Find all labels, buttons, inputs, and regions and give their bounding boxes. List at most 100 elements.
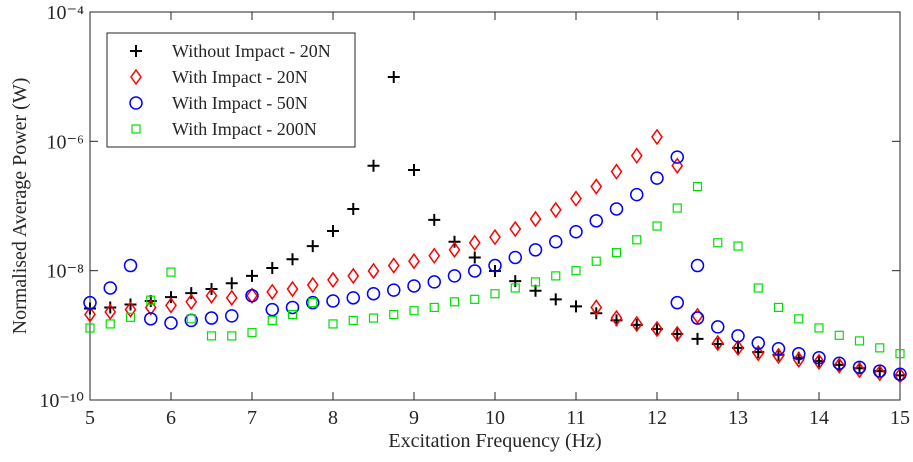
marker-diamond [570, 190, 582, 207]
marker-square [429, 302, 439, 313]
marker-circle [569, 224, 583, 239]
marker-plus [549, 293, 562, 306]
marker-circle [873, 364, 887, 378]
marker-circle [83, 295, 97, 310]
marker-diamond [590, 299, 603, 316]
marker-circle [427, 275, 441, 289]
marker-circle [366, 286, 381, 301]
marker-square [632, 235, 642, 245]
marker-diamond [104, 303, 117, 321]
x-tick-label: 7 [247, 407, 257, 429]
marker-diamond [144, 299, 157, 316]
marker-plus [286, 253, 299, 266]
y-tick-label: 10⁻¹⁰ [39, 390, 84, 412]
marker-diamond [711, 334, 724, 352]
marker-diamond [651, 320, 663, 338]
marker-square [490, 289, 500, 299]
marker-circle [326, 294, 340, 308]
marker-square [186, 314, 196, 324]
marker-square [571, 266, 581, 276]
marker-circle [508, 250, 522, 265]
marker-diamond [327, 271, 339, 289]
marker-diamond [529, 210, 542, 228]
marker-diamond [124, 301, 137, 318]
marker-square [125, 312, 136, 322]
x-tick-label: 5 [85, 407, 95, 429]
marker-square [247, 328, 257, 338]
marker-diamond [387, 257, 400, 274]
x-tick-label: 9 [409, 407, 419, 429]
marker-diamond [853, 361, 866, 379]
marker-plus [529, 284, 542, 297]
marker-circle [650, 171, 664, 185]
marker-circle [832, 356, 846, 371]
marker-plus [468, 251, 481, 264]
marker-diamond [833, 357, 846, 374]
marker-diamond [165, 297, 177, 314]
marker-diamond [509, 220, 522, 238]
marker-diamond [448, 241, 461, 259]
marker-plus [671, 327, 684, 340]
x-tick-label: 13 [728, 407, 748, 429]
marker-circle [123, 258, 138, 273]
marker-square [773, 302, 784, 313]
marker-diamond [306, 276, 319, 294]
marker-circle [630, 187, 644, 202]
x-tick-label: 8 [328, 407, 338, 429]
marker-diamond [630, 315, 643, 333]
marker-circle [589, 214, 603, 228]
marker-circle [690, 258, 705, 273]
marker-circle [852, 360, 867, 375]
marker-diamond [610, 163, 623, 180]
marker-diamond [590, 178, 603, 195]
marker-plus [130, 45, 142, 57]
marker-square [713, 238, 723, 248]
marker-circle [812, 351, 826, 365]
x-tick-label: 15 [890, 407, 910, 429]
marker-plus [347, 202, 360, 215]
marker-square [131, 124, 141, 134]
marker-diamond [266, 283, 279, 301]
marker-circle [711, 320, 725, 334]
marker-square [146, 295, 156, 305]
marker-square [652, 221, 662, 231]
marker-square [854, 336, 865, 346]
marker-diamond [630, 147, 643, 164]
marker-square [814, 323, 824, 333]
marker-circle [204, 311, 219, 325]
marker-plus [266, 261, 279, 274]
marker-plus [165, 291, 177, 304]
marker-square [551, 271, 561, 281]
marker-circle [792, 346, 806, 361]
legend: Without Impact - 20N With Impact - 20N Wit… [106, 32, 356, 148]
marker-plus [124, 298, 137, 311]
marker-square [287, 309, 298, 320]
marker-diamond [894, 367, 906, 384]
marker-square [105, 319, 115, 329]
marker-square [753, 283, 763, 293]
x-tick-label: 12 [647, 407, 667, 429]
marker-diamond [468, 234, 481, 252]
marker-plus [509, 275, 522, 288]
marker-diamond [549, 201, 562, 219]
marker-circle [164, 316, 178, 330]
marker-circle [144, 312, 158, 326]
legend-label: With Impact - 50N [172, 93, 308, 113]
marker-diamond [367, 262, 380, 280]
marker-square [85, 323, 95, 333]
legend-label: With Impact - 20N [172, 67, 308, 87]
y-tick-label: 10⁻⁶ [46, 131, 84, 153]
marker-diamond [347, 267, 360, 285]
marker-circle [387, 283, 401, 297]
marker-circle [893, 367, 907, 382]
marker-diamond [84, 306, 96, 323]
marker-square [672, 203, 682, 213]
marker-diamond [246, 287, 258, 304]
y-axis-label: Normalised Average Power (W) [9, 78, 31, 335]
marker-square [733, 241, 743, 251]
marker-circle [285, 300, 300, 315]
marker-diamond [489, 228, 501, 246]
marker-square [267, 315, 277, 326]
marker-plus [894, 369, 906, 382]
